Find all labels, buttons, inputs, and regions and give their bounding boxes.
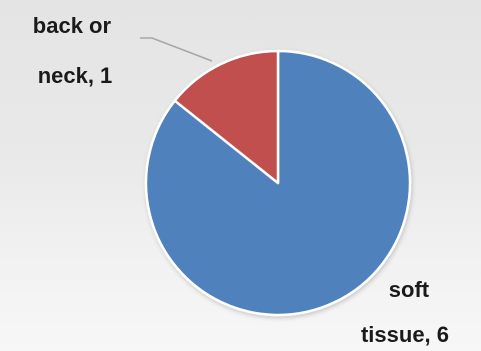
pie-slice-back-or-neck — [173, 49, 280, 185]
data-label-soft-tissue-line2: tissue, 6 — [361, 322, 449, 347]
data-label-soft-tissue: soft tissue, 6 — [361, 277, 449, 347]
data-label-soft-tissue-line1: soft — [389, 277, 430, 302]
pie-slices — [144, 49, 412, 317]
data-label-back-or-neck-line2: neck, 1 — [38, 63, 113, 88]
leader-line-back-or-neck — [140, 37, 213, 62]
data-label-back-or-neck-line1: back or — [33, 13, 112, 38]
data-label-back-or-neck: back or neck, 1 — [33, 13, 117, 88]
